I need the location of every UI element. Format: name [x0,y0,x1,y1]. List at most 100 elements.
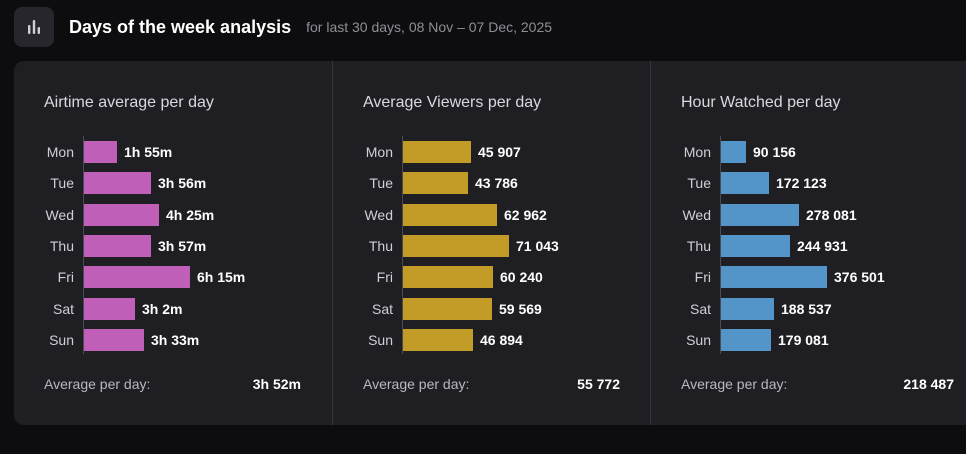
value-label: 45 907 [478,144,521,160]
bar [403,328,473,351]
day-label: Mon [46,144,74,160]
value-label: 179 081 [778,331,829,348]
value-label: 278 081 [806,206,857,223]
value-label: 60 240 [500,269,543,286]
bar-row: Fri 6h 15m [14,266,332,289]
day-label: Thu [49,237,74,254]
viewers-panel: Average Viewers per day Mon 45 907 Tue 43 7… [332,61,651,425]
panel-title: Hour Watched per day [681,94,841,111]
bar-row: Sun 46 894 [333,328,651,351]
bar [84,172,151,195]
value-label: 71 043 [516,237,559,254]
day-label: Sun [686,331,711,348]
day-label: Tue [369,175,393,192]
day-label: Wed [364,206,393,223]
bar [721,297,774,320]
header: Days of the week analysis for last 30 da… [14,7,552,47]
day-label: Sat [689,300,711,317]
bar [84,234,151,257]
day-label: Fri [694,269,711,286]
value-label: 172 123 [776,175,827,192]
bar-row: Tue 3h 56m [14,172,332,195]
bar [403,141,471,163]
value-label: 3h 2m [142,300,183,317]
bar-row: Fri 60 240 [333,266,651,289]
day-label: Wed [45,206,74,223]
day-label: Tue [687,175,711,192]
bar [84,297,135,320]
bar [84,203,159,226]
bar-row: Tue 172 123 [651,172,966,195]
bar [721,203,799,226]
value-label: 3h 57m [158,237,207,254]
value-label: 62 962 [504,206,547,223]
bar [84,328,144,351]
day-label: Sat [371,300,393,317]
value-label: 90 156 [753,144,796,160]
day-label: Fri [376,269,393,286]
bar-row: Thu 244 931 [651,234,966,257]
panel-title: Airtime average per day [44,94,214,111]
page-subtitle: for last 30 days, 08 Nov – 07 Dec, 2025 [306,19,553,35]
bar-row: Sat 3h 2m [14,297,332,320]
bar [403,297,492,320]
bar [721,172,769,195]
bar-row: Mon 90 156 [651,141,966,163]
average-value: 55 772 [577,376,620,392]
day-label: Mon [365,144,393,160]
average-label: Average per day: [44,376,151,392]
value-label: 43 786 [475,175,518,192]
bar [403,266,493,289]
airtime-panel: Airtime average per day Mon 1h 55m Tue 3h 5… [14,61,332,425]
value-label: 3h 56m [158,175,207,192]
value-label: 376 501 [834,269,885,286]
bar-row: Sat 188 537 [651,297,966,320]
bar-row: Thu 3h 57m [14,234,332,257]
bar-row: Tue 43 786 [333,172,651,195]
hours-watched-panel: Hour Watched per day Mon 90 156 Tue 172 123… [650,61,966,425]
bar [403,203,497,226]
bar [84,266,190,289]
axis-line [402,136,403,354]
bar [721,328,771,351]
axis-line [720,136,721,354]
day-label: Sun [49,331,74,348]
bar-row: Wed 278 081 [651,203,966,226]
day-label: Thu [368,237,393,254]
day-label: Sat [52,300,74,317]
average-value: 218 487 [903,376,954,392]
day-label: Tue [50,175,74,192]
bar [721,141,746,163]
bar-row: Wed 4h 25m [14,203,332,226]
average-label: Average per day: [363,376,470,392]
bar [84,141,117,163]
panel-title: Average Viewers per day [363,94,542,111]
bar-row: Sat 59 569 [333,297,651,320]
value-label: 6h 15m [197,269,246,286]
day-label: Mon [683,144,711,160]
bar-row: Sun 3h 33m [14,328,332,351]
average-value: 3h 52m [252,376,301,392]
charts-card: Airtime average per day Mon 1h 55m Tue 3h 5… [14,61,966,425]
value-label: 188 537 [781,300,832,317]
value-label: 59 569 [499,300,542,317]
bar-row: Mon 45 907 [333,141,651,163]
day-label: Sun [368,331,393,348]
day-label: Fri [57,269,74,286]
bar-row: Sun 179 081 [651,328,966,351]
day-label: Wed [682,206,711,223]
day-label: Thu [686,237,711,254]
value-label: 244 931 [797,237,848,254]
bar-row: Mon 1h 55m [14,141,332,163]
bar-chart-icon [14,7,54,47]
axis-line [83,136,84,354]
average-label: Average per day: [681,376,788,392]
bar [403,172,468,195]
bar [403,234,509,257]
value-label: 4h 25m [166,206,215,223]
bar [721,234,790,257]
value-label: 1h 55m [124,144,173,160]
bar-row: Wed 62 962 [333,203,651,226]
value-label: 46 894 [480,331,523,348]
value-label: 3h 33m [151,331,200,348]
